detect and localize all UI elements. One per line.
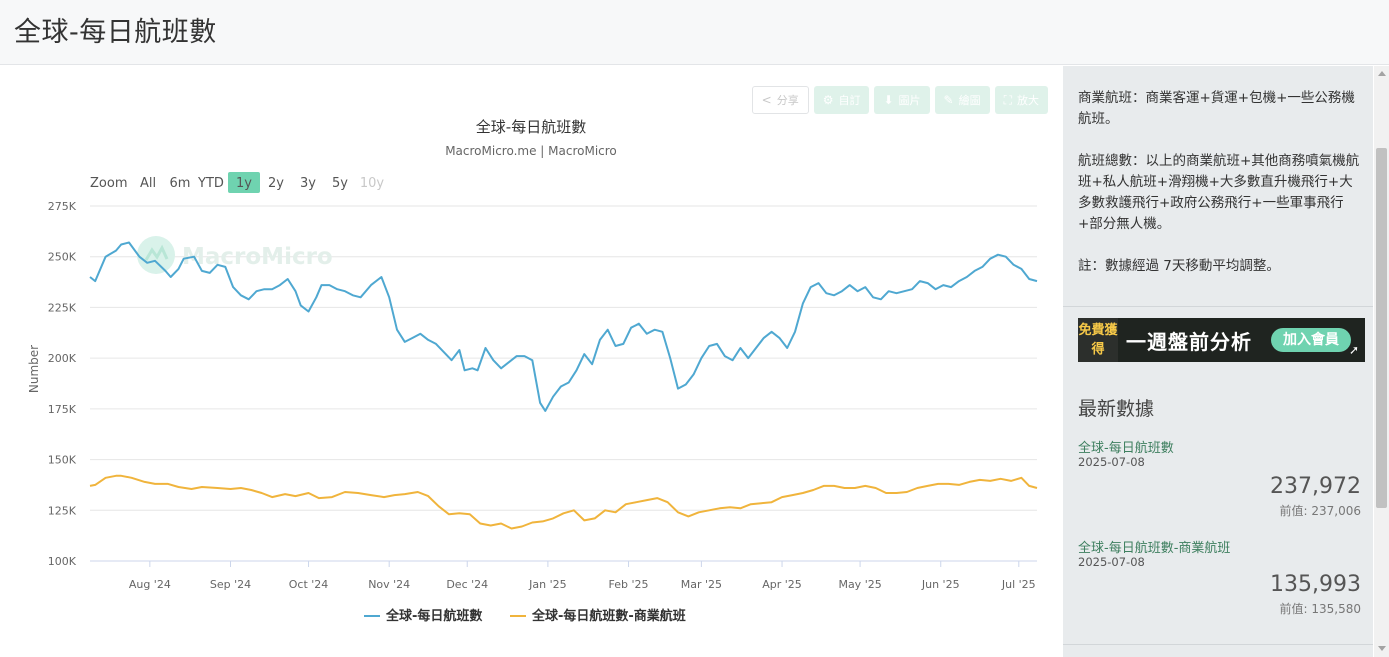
zoom-option-1y[interactable]: 1y xyxy=(236,176,252,191)
page-title: 全球-每日航班數 xyxy=(14,17,217,48)
zoom-option-10y[interactable]: 10y xyxy=(360,176,385,191)
scrollbar-thumb[interactable] xyxy=(1376,148,1387,508)
x-tick-label: Jul '25 xyxy=(1001,578,1036,591)
divider-bottom xyxy=(1063,644,1373,645)
cursor-icon: ➚ xyxy=(1349,343,1360,357)
note-total: 航班總數：以上的商業航班+其他商務噴氣機航班+私人航班+滑翔機+大多數直升機飛行… xyxy=(1078,153,1360,232)
expand-label: 放大 xyxy=(1017,94,1039,107)
scroll-up-icon[interactable] xyxy=(1378,71,1386,76)
y-axis-label: Number xyxy=(27,345,41,393)
y-tick-label: 250K xyxy=(48,251,77,264)
zoom-selected-bg xyxy=(228,172,260,193)
latest-data-title: 最新數據 xyxy=(1078,398,1155,420)
zoom-selector: Zoom All 6m YTD 1y 2y 3y 5y 10y xyxy=(90,172,384,193)
y-tick-label: 200K xyxy=(48,352,77,365)
gear-icon: ⚙ xyxy=(822,93,834,107)
x-tick-label: Oct '24 xyxy=(289,578,329,591)
latest-item-date-commercial: 2025-07-08 xyxy=(1078,555,1145,569)
image-label: 圖片 xyxy=(898,94,921,107)
latest-item-value-total: 237,972 xyxy=(1270,474,1361,499)
x-tick-label: May '25 xyxy=(838,578,881,591)
latest-item-name-total[interactable]: 全球-每日航班數 xyxy=(1078,441,1174,456)
promo-banner[interactable]: 免費獲得 一週盤前分析 加入會員 ➚ xyxy=(1078,318,1365,362)
chart-title: 全球-每日航班數 xyxy=(476,118,586,136)
watermark-text: MacroMicro xyxy=(182,244,333,270)
pencil-icon: ✎ xyxy=(943,93,954,107)
series-layer xyxy=(89,241,1038,530)
series-line-total[interactable] xyxy=(89,241,1038,412)
zoom-option-All[interactable]: All xyxy=(140,176,156,191)
zoom-option-2y[interactable]: 2y xyxy=(268,176,284,191)
zoom-option-6m[interactable]: 6m xyxy=(170,176,191,191)
legend-item[interactable]: 全球-每日航班數-商業航班 xyxy=(531,608,686,624)
x-tick-label: Jun '25 xyxy=(921,578,960,591)
watermark: MacroMicro xyxy=(137,236,333,274)
expand-button[interactable]: ⛶ 放大 xyxy=(994,86,1048,114)
chart-panel: MacroMicro 全球-每日航班數 MacroMicro.me | Macr… xyxy=(0,66,1062,657)
x-tick-label: Feb '25 xyxy=(609,578,649,591)
note-commercial: 商業航班：商業客運+貨運+包機+一些公務機航班。 xyxy=(1078,90,1355,127)
chart-legend: 全球-每日航班數 全球-每日航班數-商業航班 xyxy=(364,608,686,624)
latest-item-name-commercial[interactable]: 全球-每日航班數-商業航班 xyxy=(1078,541,1231,556)
draw-label: 繪圖 xyxy=(958,94,981,107)
y-tick-label: 150K xyxy=(48,454,77,467)
share-icon: < xyxy=(761,93,772,107)
y-tick-label: 225K xyxy=(48,301,77,314)
x-axis-ticks: Aug '24 Sep '24 Oct '24 Nov '24 Dec '24 Jan '… xyxy=(129,561,1036,591)
draw-button[interactable]: ✎ 繪圖 xyxy=(934,86,990,114)
latest-item-prev-commercial: 前值: 135,580 xyxy=(1279,602,1361,616)
latest-item-prev-total: 前值: 237,006 xyxy=(1279,504,1361,518)
x-tick-label: Apr '25 xyxy=(762,578,802,591)
zoom-label: Zoom xyxy=(90,176,127,191)
expand-icon: ⛶ xyxy=(1003,92,1012,107)
zoom-option-3y[interactable]: 3y xyxy=(300,176,316,191)
banner-text: 一週盤前分析 xyxy=(1126,330,1252,354)
zoom-option-5y[interactable]: 5y xyxy=(332,176,348,191)
grid-layer xyxy=(90,205,1037,562)
x-tick-label: Aug '24 xyxy=(129,578,171,591)
y-tick-label: 100K xyxy=(48,555,77,568)
share-button[interactable]: < 分享 xyxy=(751,86,809,114)
x-tick-label: Sep '24 xyxy=(210,578,251,591)
share-label: 分享 xyxy=(776,94,799,107)
chart-toolbar: < 分享 ⚙ 自訂 ⬇ 圖片 ✎ 繪圖 ⛶ 放大 xyxy=(751,86,1048,114)
customize-label: 自訂 xyxy=(838,94,861,107)
y-axis-ticks: 100K 125K 150K 175K 200K 225K 250K 275K xyxy=(48,200,77,568)
scroll-down-icon[interactable] xyxy=(1378,646,1386,651)
download-icon: ⬇ xyxy=(883,93,894,107)
latest-item-value-commercial: 135,993 xyxy=(1270,572,1361,597)
y-tick-label: 125K xyxy=(48,504,77,517)
y-tick-label: 175K xyxy=(48,403,77,416)
x-tick-label: Mar '25 xyxy=(681,578,722,591)
note-adjustment: 註：數據經過 7天移動平均調整。 xyxy=(1078,258,1280,274)
x-tick-label: Jan '25 xyxy=(528,578,566,591)
header-bar: 全球-每日航班數 xyxy=(0,0,1389,65)
latest-item-date-total: 2025-07-08 xyxy=(1078,455,1145,469)
y-tick-label: 275K xyxy=(48,200,77,213)
join-member-button[interactable]: 加入會員 xyxy=(1271,328,1351,352)
image-download-button[interactable]: ⬇ 圖片 xyxy=(874,86,930,114)
banner-tag: 免費獲得 xyxy=(1078,318,1118,362)
chart-svg: MacroMicro 全球-每日航班數 MacroMicro.me | Macr… xyxy=(27,118,1038,624)
divider xyxy=(1063,306,1373,307)
x-tick-label: Dec '24 xyxy=(446,578,488,591)
customize-button[interactable]: ⚙ 自訂 xyxy=(813,86,870,114)
x-tick-label: Nov '24 xyxy=(368,578,410,591)
sidebar: 商業航班：商業客運+貨運+包機+一些公務機航班。 航班總數：以上的商業航班+其他… xyxy=(1063,66,1373,657)
series-line-commercial[interactable] xyxy=(89,474,1038,530)
chart-subtitle: MacroMicro.me | MacroMicro xyxy=(445,144,617,158)
legend-item[interactable]: 全球-每日航班數 xyxy=(385,608,482,624)
zoom-option-YTD[interactable]: YTD xyxy=(197,176,224,191)
